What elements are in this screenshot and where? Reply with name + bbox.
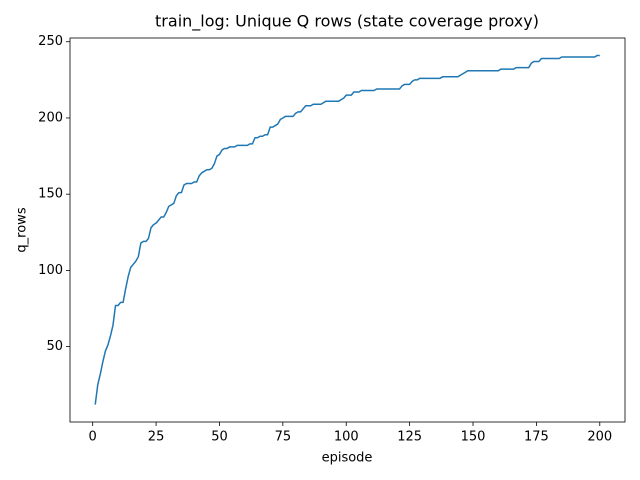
y-axis-label: q_rows bbox=[15, 207, 30, 252]
y-tick-label: 250 bbox=[38, 34, 63, 49]
x-tick-label: 75 bbox=[275, 430, 292, 445]
plot-frame bbox=[69, 37, 626, 423]
x-tick-label: 0 bbox=[89, 430, 97, 445]
x-tick-label: 50 bbox=[211, 430, 228, 445]
x-tick-label: 125 bbox=[397, 430, 422, 445]
x-tick-label: 150 bbox=[461, 430, 486, 445]
x-tick-label: 175 bbox=[524, 430, 549, 445]
y-tick-label: 150 bbox=[38, 187, 63, 202]
chart-title: train_log: Unique Q rows (state coverage… bbox=[155, 12, 539, 32]
data-line bbox=[94, 54, 600, 405]
x-tick-label: 100 bbox=[334, 430, 359, 445]
x-axis-label: episode bbox=[322, 451, 373, 466]
y-tick-label: 200 bbox=[38, 110, 63, 125]
x-tick-label: 25 bbox=[148, 430, 165, 445]
y-tick-label: 100 bbox=[38, 263, 63, 278]
y-tick-label: 50 bbox=[46, 339, 63, 354]
x-tick-label: 200 bbox=[587, 430, 612, 445]
